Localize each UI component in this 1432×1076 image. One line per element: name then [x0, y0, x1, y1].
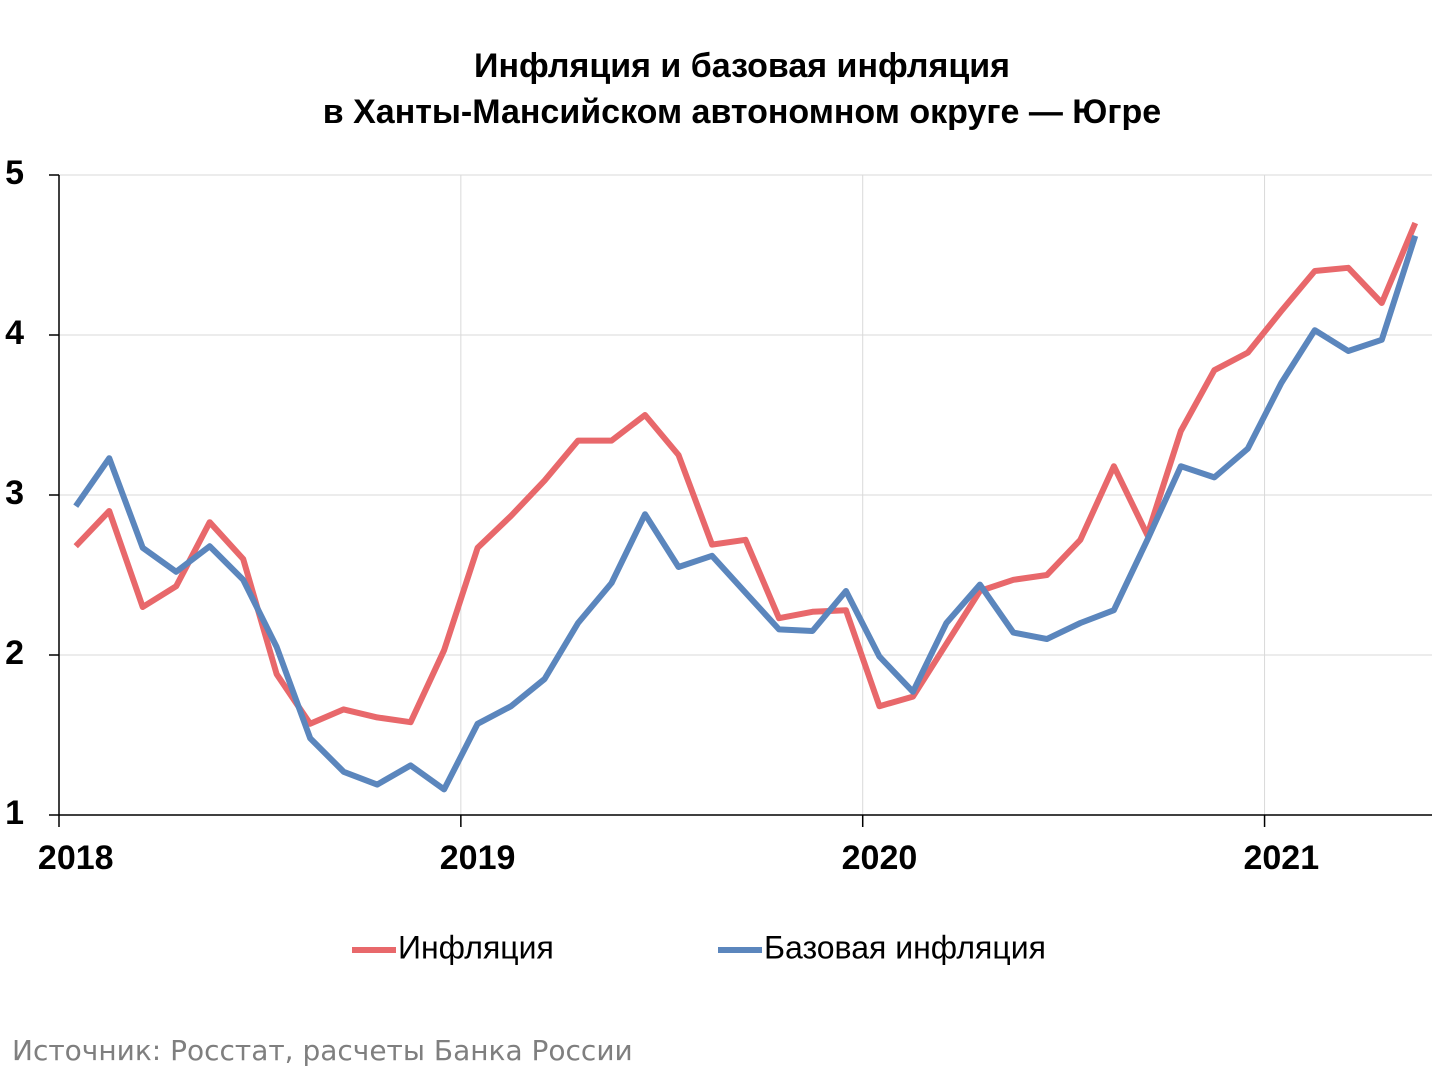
y-tick-label: 4 [5, 314, 24, 352]
line-series [73, 234, 1419, 793]
y-tick-label: 3 [5, 474, 24, 512]
x-tick-label: 2018 [38, 839, 114, 877]
chart-title: в Ханты-Мансийском автономном округе — Ю… [323, 93, 1161, 131]
chart-title: Инфляция и базовая инфляция [474, 47, 1010, 85]
source-note: Источник: Росстат, расчеты Банка России [12, 1034, 633, 1067]
x-tick-label: 2021 [1243, 839, 1319, 877]
y-tick-label: 2 [5, 634, 24, 672]
x-tick-label: 2019 [440, 839, 516, 877]
legend-label: Инфляция [398, 929, 554, 965]
legend-label: Базовая инфляция [764, 929, 1046, 965]
y-tick-label: 5 [5, 154, 24, 192]
y-tick-label: 1 [5, 794, 24, 832]
x-tick-label: 2020 [842, 839, 918, 877]
